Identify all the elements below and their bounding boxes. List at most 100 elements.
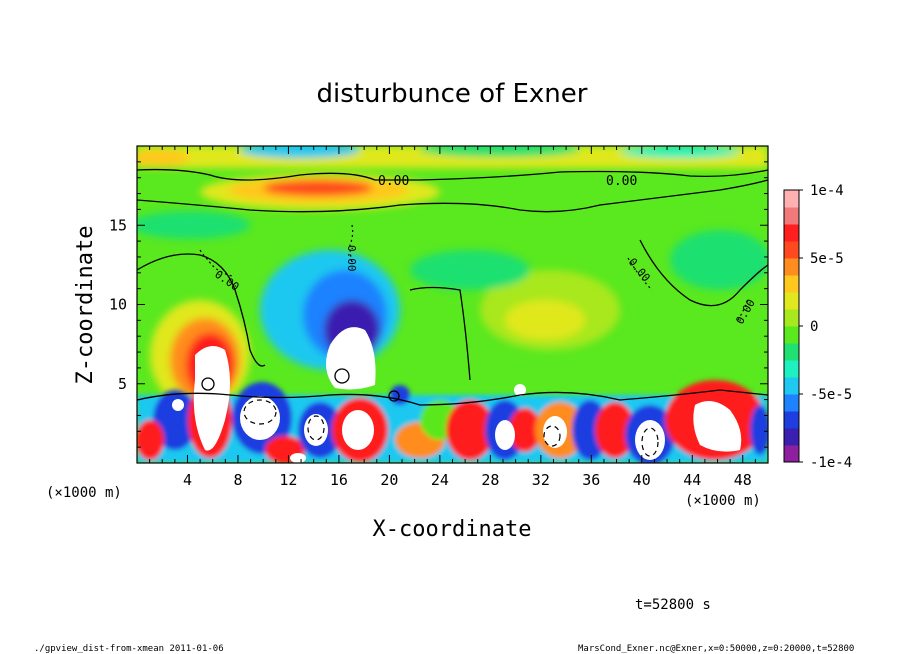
colorbar-segment: [784, 207, 799, 225]
core-small-a: [172, 399, 184, 411]
x-tick-label: 44: [683, 471, 701, 489]
contour-dots: [199, 224, 749, 321]
dashed-contour-4: [641, 427, 659, 457]
colorbar-segment: [784, 241, 799, 259]
colorbar-segment: [784, 445, 799, 463]
core-blue-lobe: [326, 327, 376, 390]
footer-left: ./gpview_dist-from-xmean 2011-01-06: [34, 644, 224, 654]
dashed-contour-2: [307, 415, 325, 441]
x-unit-right: (×1000 m): [685, 493, 761, 509]
x-unit-left: (×1000 m): [46, 485, 122, 501]
cell-blue-1: [153, 390, 197, 450]
contour-label-top-right: 0.00: [606, 174, 637, 189]
core-cell-5: [495, 420, 515, 450]
colorbar-tick-label: 0: [810, 319, 818, 335]
dashed-contour-3: [543, 425, 561, 447]
cool-upper-right: [670, 230, 768, 290]
contour-label-top-center: 0.00: [378, 174, 409, 189]
colorbar-segment: [784, 190, 799, 208]
colorbar-tick-label: -5e-5: [810, 387, 852, 403]
x-tick-label: 48: [734, 471, 752, 489]
warm-band-red: [263, 180, 373, 196]
x-tick-label: 36: [582, 471, 600, 489]
heatmap-field: 0.00 0.00 0.00 0.00 0.00 0.00: [137, 146, 768, 463]
core-cell-6: [543, 416, 567, 448]
footer-right: MarsCond_Exner.nc@Exner,x=0:50000,z=0:20…: [578, 644, 854, 654]
dotted-trail-center: [349, 224, 354, 264]
dashed-contour-1: [243, 399, 277, 425]
core-left-warm: [193, 346, 230, 451]
core-cell-2: [240, 396, 280, 440]
contour-loop-a: [201, 377, 215, 391]
y-axis-title: Z-coordinate: [73, 226, 98, 385]
cell-blue-9: [750, 405, 768, 455]
y-axis-ticks: 5 10 15: [109, 161, 768, 448]
colorbar-tick-label: 5e-5: [810, 251, 844, 267]
zero-contours: [137, 168, 768, 406]
colorbar-segment: [784, 224, 799, 242]
colorbar-segment: [784, 377, 799, 395]
time-annotation: t=52800 s: [635, 597, 711, 613]
colorbar-segment: [784, 292, 799, 310]
core-cell-3: [304, 414, 328, 446]
chart-title: disturbunce of Exner: [317, 79, 588, 109]
x-axis-ticks: 4 8 12 16 20 24 28 32 36 40 44 48: [149, 146, 756, 489]
x-tick-label: 8: [233, 471, 242, 489]
dotted-trail-far-right: [737, 299, 749, 321]
colorbar-segment: [784, 360, 799, 378]
cool-band-center: [410, 250, 530, 290]
x-tick-label: 24: [431, 471, 449, 489]
contour-center-region: [409, 286, 471, 381]
top-cyan-blob-1: [240, 146, 360, 158]
saturated-cores: [172, 327, 742, 463]
core-cell-7: [635, 420, 665, 460]
x-tick-label: 32: [532, 471, 550, 489]
colorbar-segment: [784, 275, 799, 293]
cell-red-5: [446, 400, 494, 460]
core-small-b: [514, 384, 526, 396]
x-tick-label: 12: [279, 471, 297, 489]
x-tick-label: 16: [330, 471, 348, 489]
colorbar-tick-label: 1e-4: [810, 183, 844, 199]
cell-red-7: [595, 402, 635, 458]
colorbar-tick-label: -1e-4: [810, 455, 852, 471]
contour-right-region: [639, 239, 768, 307]
contour-top: [137, 168, 768, 181]
colorbar-segment: [784, 343, 799, 361]
contour-label-center: 0.00: [345, 245, 358, 272]
x-tick-label: 40: [633, 471, 651, 489]
y-tick-label: 15: [109, 216, 127, 234]
dotted-trail-right: [627, 257, 653, 291]
negative-contours: [243, 399, 659, 457]
cool-band-left: [137, 211, 250, 239]
core-cell-8: [693, 401, 742, 452]
right-yellow-core: [505, 300, 585, 340]
contour-left-region: [137, 253, 266, 367]
cell-red-left-edge: [137, 420, 164, 460]
y-tick-label: 10: [109, 296, 127, 314]
contour-upper-band: [137, 179, 768, 213]
core-small-c: [290, 453, 306, 463]
y-tick-label: 5: [118, 375, 127, 393]
dotted-trail-left: [199, 249, 233, 277]
top-cyan-blob-3: [620, 146, 740, 158]
colorbar: [784, 190, 799, 463]
contour-lower: [137, 389, 768, 406]
top-cyan-blob-2: [420, 146, 580, 157]
colorbar-segment: [784, 428, 799, 446]
contour-loop-b: [334, 368, 350, 384]
colorbar-segment: [784, 326, 799, 344]
colorbar-segment: [784, 309, 799, 327]
top-orange-spot-left: [137, 150, 190, 166]
x-axis-title: X-coordinate: [373, 517, 532, 542]
x-tick-label: 4: [183, 471, 192, 489]
colorbar-segment: [784, 411, 799, 429]
colorbar-ticks: 1e-4 5e-5 0 -5e-5 -1e-4: [799, 183, 852, 471]
core-cell-4: [342, 410, 374, 450]
cell-red-6: [509, 408, 541, 452]
colorbar-segment: [784, 394, 799, 412]
colorbar-segment: [784, 258, 799, 276]
contour-loop-c: [388, 390, 400, 402]
x-tick-label: 28: [481, 471, 499, 489]
